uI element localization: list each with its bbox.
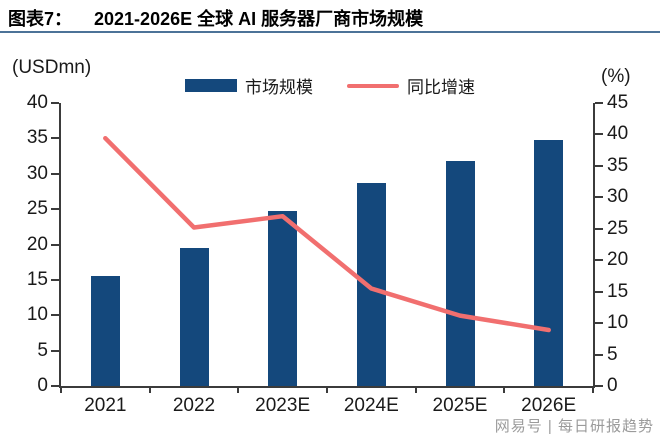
y-axis-left-tick	[51, 385, 59, 387]
market-size-bar	[445, 161, 475, 386]
x-axis-tick	[326, 388, 328, 393]
bar-series-swatch	[185, 79, 237, 92]
y-axis-left-tick-label: 5	[37, 339, 48, 361]
page-title: 2021-2026E 全球 AI 服务器厂商市场规模	[94, 9, 424, 29]
y-axis-right-tick	[595, 322, 603, 325]
market-size-bar	[356, 182, 386, 386]
y-axis-right-tick-label: 15	[607, 280, 629, 302]
x-axis-label: 2026E	[521, 395, 577, 416]
y-axis-right-tick-label: 35	[607, 154, 629, 176]
x-axis-tick	[237, 388, 240, 393]
bar-series-label: 市场规模	[245, 78, 313, 97]
watermark: 网易号 | 每日研报趋势	[494, 418, 654, 435]
line-series-swatch	[347, 83, 399, 88]
y-axis-right-tick-label: 30	[607, 186, 629, 208]
y-axis-right-tick-label: 45	[607, 92, 629, 113]
market-size-bar	[179, 248, 209, 386]
y-axis-left-tick-label: 20	[26, 233, 48, 255]
y-axis-right-line	[593, 103, 595, 388]
growth-line-path	[103, 135, 551, 333]
y-axis-left-tick-label: 40	[26, 92, 48, 113]
left-axis-unit-label: (USDmn)	[12, 57, 92, 78]
line-series-label: 同比增速	[407, 78, 475, 97]
x-axis-tick	[414, 388, 417, 393]
market-size-bar	[268, 210, 298, 386]
right-axis-unit-label: (%)	[601, 66, 631, 87]
y-axis-left-tick	[51, 102, 59, 104]
y-axis-left-tick	[51, 349, 59, 352]
y-axis-right-tick-label: 40	[607, 123, 629, 145]
y-axis-right-tick-label: 0	[607, 375, 618, 396]
title-underline	[0, 31, 660, 33]
y-axis-left-tick-label: 0	[37, 375, 48, 396]
figure-label: 图表7：	[8, 9, 73, 29]
y-axis-left-tick	[51, 243, 59, 246]
figure-title-row: 图表7： 2021-2026E 全球 AI 服务器厂商市场规模	[8, 5, 423, 31]
y-axis-left-tick-label: 30	[26, 162, 48, 184]
y-axis-right-tick	[595, 290, 603, 293]
y-axis-right-tick	[595, 353, 603, 356]
y-axis-right-tick	[595, 102, 603, 104]
y-axis-left-tick	[51, 278, 59, 281]
y-axis-left-tick	[51, 314, 59, 317]
x-axis-line	[59, 386, 595, 388]
y-axis-right-tick	[595, 196, 603, 199]
y-axis-left-tick-label: 35	[26, 127, 48, 149]
x-axis-tick	[60, 388, 62, 393]
x-axis-tick	[592, 388, 594, 393]
x-axis-label: 2024E	[343, 395, 399, 416]
y-axis-left-tick	[51, 137, 59, 140]
growth-line	[103, 135, 551, 333]
legend-item-growth-rate: 同比增速	[347, 73, 475, 98]
market-size-bar	[90, 276, 120, 386]
y-axis-left-tick-label: 15	[26, 268, 48, 290]
x-axis-label: 2025E	[432, 395, 488, 416]
y-axis-left-tick	[51, 208, 59, 211]
y-axis-left-line	[59, 103, 61, 388]
legend-item-market-size: 市场规模	[185, 73, 313, 98]
market-size-bar	[534, 140, 564, 386]
y-axis-right-tick-label: 10	[607, 312, 629, 334]
x-axis-label: 2022	[172, 395, 216, 416]
x-axis-tick	[503, 388, 506, 393]
y-axis-left-tick-label: 10	[26, 304, 48, 326]
x-axis-label: 2023E	[255, 395, 311, 416]
chart-legend: 市场规模 同比增速	[0, 73, 660, 98]
y-axis-right-tick	[595, 259, 603, 262]
x-axis-tick	[148, 388, 151, 393]
y-axis-right-tick	[595, 133, 603, 136]
y-axis-right-tick-label: 20	[607, 249, 629, 271]
y-axis-right-tick-label: 5	[607, 343, 618, 365]
y-axis-right-tick	[595, 227, 603, 230]
y-axis-right-tick	[595, 385, 603, 387]
y-axis-right-tick-label: 25	[607, 217, 629, 239]
x-axis-label: 2021	[84, 395, 127, 416]
y-axis-right-tick	[595, 164, 603, 167]
y-axis-left-tick-label: 25	[26, 198, 48, 220]
y-axis-left-tick	[51, 172, 59, 175]
